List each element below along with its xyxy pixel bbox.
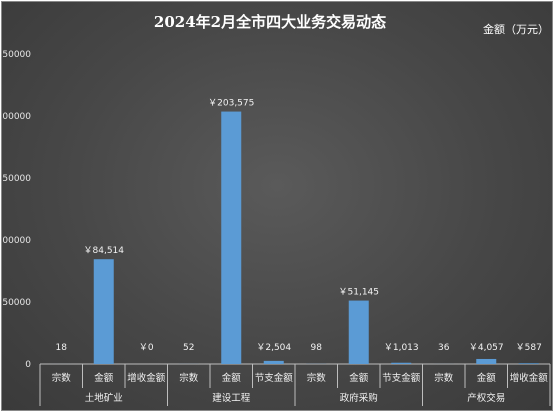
data-labels: 18 ￥84,514 ￥0 52 ￥203,575 ￥2,504 98 ￥51,145 ￥1,0… xyxy=(56,99,542,353)
y-tick-label: 250000 xyxy=(2,50,31,60)
data-label: ￥1,013 xyxy=(384,343,419,353)
bar xyxy=(476,358,497,364)
data-label: ￥2,504 xyxy=(256,343,291,353)
x-tick-label: 金额 xyxy=(94,372,114,384)
data-label: ￥587 xyxy=(516,343,542,353)
data-label: 36 xyxy=(438,343,450,353)
data-label: ￥0 xyxy=(139,343,154,353)
y-tick-label: 0 xyxy=(25,360,31,370)
x-tick-label: 增收金额 xyxy=(127,372,166,384)
data-label: 98 xyxy=(311,343,323,353)
y-tick-label: 100000 xyxy=(2,236,31,246)
group-label: 政府采购 xyxy=(340,392,378,404)
group-label: 建设工程 xyxy=(212,392,251,404)
group-label: 产权交易 xyxy=(467,392,505,404)
data-label: ￥51,145 xyxy=(339,288,380,298)
x-tick-label: 金额 xyxy=(349,372,369,384)
unit-label: 金额（万元） xyxy=(483,22,549,36)
data-label: 18 xyxy=(56,343,68,353)
group-label: 土地矿业 xyxy=(85,392,123,404)
y-tick-label: 200000 xyxy=(2,112,31,122)
bar xyxy=(348,300,369,364)
bar xyxy=(263,360,284,364)
data-label: ￥84,514 xyxy=(84,246,125,256)
x-tick-label: 节支金额 xyxy=(382,372,421,384)
bar xyxy=(221,111,242,364)
data-label: ￥4,057 xyxy=(469,343,504,353)
x-tick-label: 宗数 xyxy=(179,372,199,384)
x-tick-label: 宗数 xyxy=(307,372,327,384)
y-tick-label: 150000 xyxy=(2,174,31,184)
bar xyxy=(518,363,539,364)
data-label: 52 xyxy=(183,343,194,353)
axes: 0 50000 100000 150000 200000 250000 xyxy=(2,50,551,406)
data-label: ￥203,575 xyxy=(208,99,254,109)
y-tick-label: 50000 xyxy=(2,298,31,308)
x-tick-label: 节支金额 xyxy=(255,372,294,384)
x-tick-label: 宗数 xyxy=(434,372,454,384)
bar xyxy=(93,259,114,364)
x-tick-label: 金额 xyxy=(222,372,242,384)
x-tick-label: 宗数 xyxy=(52,372,72,384)
x-tick-label: 金额 xyxy=(477,372,497,384)
chart-title: 2024年2月全市四大业务交易动态 xyxy=(154,13,386,31)
bar xyxy=(391,362,412,364)
x-tick-label: 增收金额 xyxy=(510,372,549,384)
bars xyxy=(51,111,539,364)
